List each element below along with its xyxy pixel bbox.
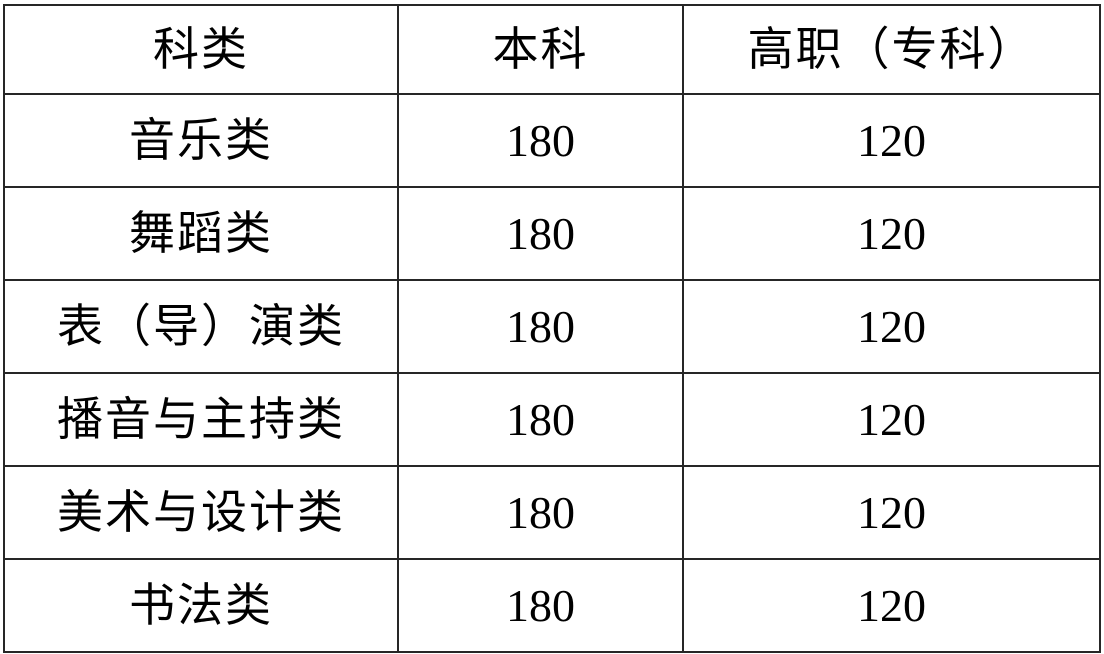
header-cell-gaozhi: 高职（专科）	[682, 4, 1101, 95]
category-cell: 表（导）演类	[3, 279, 399, 374]
benke-score-cell: 180	[397, 372, 684, 467]
category-cell: 舞蹈类	[3, 186, 399, 281]
header-cell-category: 科类	[3, 4, 399, 95]
score-table: 科类 本科 高职（专科） 音乐类 180 120 舞蹈类 180 120 表（导…	[3, 4, 1101, 653]
table-row: 音乐类 180 120	[3, 93, 1101, 188]
table-row: 播音与主持类 180 120	[3, 372, 1101, 467]
benke-score-cell: 180	[397, 186, 684, 281]
gaozhi-score-cell: 120	[682, 558, 1101, 653]
table-header-row: 科类 本科 高职（专科）	[3, 4, 1101, 95]
benke-score-cell: 180	[397, 93, 684, 188]
gaozhi-score-cell: 120	[682, 279, 1101, 374]
table-row: 美术与设计类 180 120	[3, 465, 1101, 560]
category-cell: 美术与设计类	[3, 465, 399, 560]
table-row: 表（导）演类 180 120	[3, 279, 1101, 374]
category-cell: 播音与主持类	[3, 372, 399, 467]
header-cell-benke: 本科	[397, 4, 684, 95]
gaozhi-score-cell: 120	[682, 372, 1101, 467]
gaozhi-score-cell: 120	[682, 93, 1101, 188]
gaozhi-score-cell: 120	[682, 186, 1101, 281]
gaozhi-score-cell: 120	[682, 465, 1101, 560]
benke-score-cell: 180	[397, 558, 684, 653]
benke-score-cell: 180	[397, 279, 684, 374]
category-cell: 书法类	[3, 558, 399, 653]
benke-score-cell: 180	[397, 465, 684, 560]
category-cell: 音乐类	[3, 93, 399, 188]
table-row: 书法类 180 120	[3, 558, 1101, 653]
table-row: 舞蹈类 180 120	[3, 186, 1101, 281]
